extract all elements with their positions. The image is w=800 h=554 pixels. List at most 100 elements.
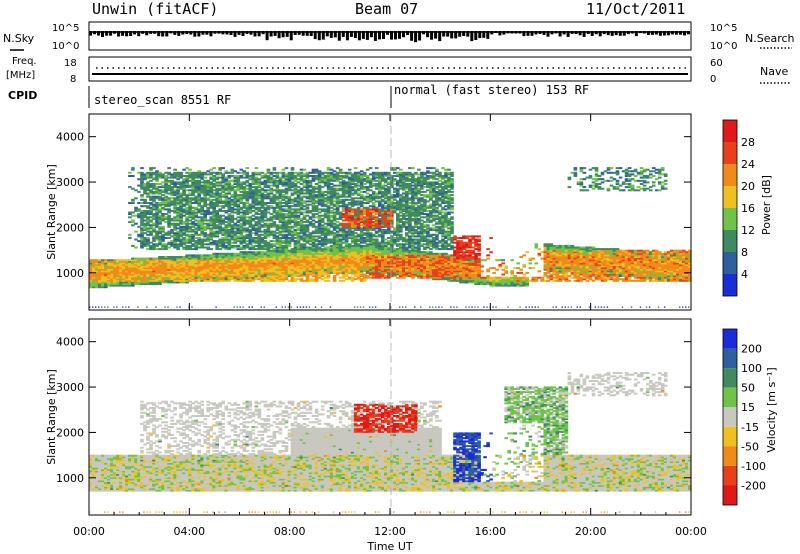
power-cell <box>191 276 195 279</box>
power-cell <box>176 232 180 235</box>
power-cell <box>185 246 189 249</box>
power-cell <box>212 192 216 195</box>
power-cell <box>245 200 250 203</box>
power-cell <box>125 273 129 276</box>
noise-sky-mark <box>426 31 430 38</box>
power-cell <box>227 265 232 268</box>
power-cell <box>176 202 180 204</box>
power-cell <box>188 273 192 276</box>
power-cell <box>173 205 177 208</box>
power-cell <box>179 171 183 174</box>
power-cell <box>209 213 213 216</box>
power-cell <box>221 173 225 176</box>
power-cell <box>227 276 232 279</box>
noise-sky-mark <box>610 31 614 36</box>
power-cell <box>110 262 114 265</box>
power-cell <box>158 240 162 243</box>
power-cell <box>167 181 171 184</box>
power-cell <box>188 229 192 231</box>
power-cell <box>185 275 189 278</box>
power-cell <box>209 232 213 235</box>
power-cell <box>149 257 153 260</box>
power-cell <box>215 183 219 185</box>
power-cell <box>188 265 192 268</box>
power-cell <box>218 270 222 273</box>
power-cell <box>104 259 108 262</box>
power-cell <box>221 176 225 179</box>
power-cell <box>176 214 180 217</box>
power-cell <box>197 233 201 236</box>
power-cell <box>185 279 189 282</box>
power-cell <box>218 184 222 187</box>
power-cell <box>182 181 186 184</box>
power-cell <box>89 273 93 276</box>
power-cell <box>251 210 256 212</box>
power-cell <box>101 259 105 262</box>
power-cell <box>191 213 195 216</box>
power-cell <box>233 183 238 185</box>
power-cell <box>164 267 168 270</box>
power-cell <box>236 221 241 224</box>
power-cell <box>239 270 244 273</box>
power-cell <box>146 238 150 241</box>
power-cell <box>239 168 244 171</box>
power-cell <box>149 283 153 285</box>
power-cell <box>155 179 159 182</box>
power-cell <box>239 225 244 228</box>
freq-panel: Freq. [MHz] 18 8 60 0 Nave <box>6 56 790 85</box>
power-cell <box>146 186 150 189</box>
power-cell <box>104 273 108 276</box>
power-cell <box>209 262 213 265</box>
power-cell <box>218 192 222 195</box>
power-cell <box>221 205 225 208</box>
power-cell <box>203 186 207 189</box>
power-cell <box>173 222 177 225</box>
power-cell <box>221 263 225 266</box>
power-cell <box>161 216 165 219</box>
power-cell <box>224 229 229 231</box>
power-cell <box>170 240 174 243</box>
power-cell <box>155 271 159 274</box>
power-cell <box>209 268 213 271</box>
power-cell <box>281 233 286 236</box>
power-cell <box>179 238 183 241</box>
power-cell <box>176 224 180 227</box>
power-cell <box>215 252 219 255</box>
power-cell <box>200 241 204 244</box>
power-cell <box>233 176 238 179</box>
power-cell <box>242 248 247 251</box>
power-cell <box>188 278 192 281</box>
power-noise-cell <box>371 306 374 308</box>
noise-sky-mark <box>446 31 450 37</box>
power-cell <box>152 205 156 208</box>
power-cell <box>245 192 250 195</box>
power-cell <box>119 273 123 276</box>
power-cell <box>203 176 207 179</box>
power-cell <box>224 202 229 204</box>
power-cell <box>230 203 235 206</box>
power-cell <box>149 225 153 228</box>
noise-sky-mark <box>482 31 486 38</box>
power-cell <box>224 260 229 263</box>
power-cell <box>215 275 219 278</box>
power-cell <box>227 273 232 276</box>
power-cell <box>170 268 174 271</box>
noise-sky-mark <box>618 31 622 36</box>
power-cell <box>158 214 162 217</box>
power-cell <box>212 175 216 177</box>
power-cell <box>311 230 316 233</box>
power-cell <box>233 179 238 182</box>
power-cell <box>131 167 135 170</box>
power-cell <box>125 275 129 278</box>
power-cell <box>158 186 162 189</box>
power-cell <box>215 263 219 266</box>
power-cell <box>224 256 229 258</box>
power-cell <box>197 192 201 195</box>
power-cell <box>182 263 186 266</box>
power-cell <box>89 283 93 285</box>
power-cell <box>179 175 183 177</box>
noise-sky-mark <box>97 31 100 36</box>
power-cell <box>143 229 147 231</box>
power-cell <box>188 203 192 206</box>
power-cell <box>149 216 153 219</box>
